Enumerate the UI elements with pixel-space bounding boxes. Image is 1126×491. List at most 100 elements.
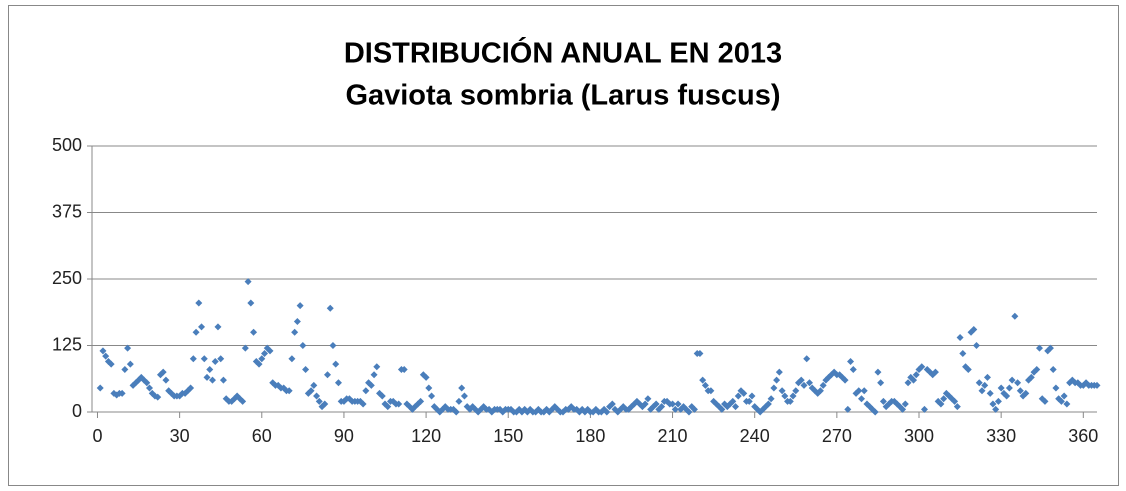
data-point [904,379,912,387]
data-point [644,395,652,403]
data-point [126,360,134,368]
data-point [781,392,789,400]
data-point [384,403,392,411]
data-point [458,384,466,392]
data-point [1063,400,1071,408]
data-point [1008,376,1016,384]
data-point [899,405,907,413]
data-point [789,392,797,400]
data-point [96,384,104,392]
data-point [953,403,961,411]
data-point [879,397,887,405]
data-point [819,381,827,389]
data-point [425,384,433,392]
data-point [707,387,715,395]
x-tick-label: 210 [658,426,688,446]
data-point [964,365,972,373]
data-point [652,400,660,408]
data-point [920,405,928,413]
data-point [244,278,252,286]
data-point [1049,365,1057,373]
data-point [805,379,813,387]
x-tick-label: 120 [411,426,441,446]
data-point [847,357,855,365]
x-tick-label: 0 [92,426,102,446]
x-tick-label: 300 [904,426,934,446]
y-tick-label: 0 [72,401,82,421]
chart-subtitle: Gaviota sombria (Larus fuscus) [345,80,780,112]
data-point [841,376,849,384]
data-point [307,387,315,395]
data-point [219,376,227,384]
data-point [797,376,805,384]
data-point [1093,381,1101,389]
data-point [910,376,918,384]
data-point [266,347,274,355]
data-point [931,368,939,376]
data-point [217,355,225,363]
data-point [455,397,463,405]
data-point [107,360,115,368]
data-point [803,355,811,363]
data-point [422,373,430,381]
data-point [159,368,167,376]
data-point [701,381,709,389]
data-point [658,403,666,411]
data-point [241,344,249,352]
data-point [608,400,616,408]
data-point [696,349,704,357]
data-point [740,389,748,397]
data-point [1057,397,1065,405]
data-point [334,379,342,387]
data-point [261,349,269,357]
data-point [146,384,154,392]
x-tick-label: 150 [493,426,523,446]
data-point [154,393,162,401]
data-point [986,389,994,397]
data-point [699,376,707,384]
data-point [192,328,200,336]
data-point [195,299,203,307]
x-tick-label: 360 [1068,426,1098,446]
data-point [978,387,986,395]
data-point [734,392,742,400]
data-point [1005,384,1013,392]
data-point [214,323,222,331]
x-tick-label: 90 [334,426,354,446]
data-point [775,368,783,376]
data-point [956,334,964,342]
data-point [745,397,753,405]
data-point [732,403,740,411]
y-tick-label: 250 [52,268,82,288]
data-point [326,304,334,312]
data-point [208,376,216,384]
data-point [1016,387,1024,395]
data-point [871,408,879,416]
data-point [143,379,151,387]
data-point [975,379,983,387]
data-point [1014,379,1022,387]
data-point [989,400,997,408]
data-point [211,357,219,365]
data-point [764,400,772,408]
data-point [1022,389,1030,397]
data-point [603,408,611,416]
data-point [1027,373,1035,381]
data-point [800,381,808,389]
data-point [912,371,920,379]
x-tick-label: 30 [170,426,190,446]
data-point [162,376,170,384]
data-point [981,381,989,389]
data-point [373,363,381,371]
data-point [994,397,1002,405]
data-point [299,342,307,349]
data-point [1046,344,1054,352]
data-point [200,355,208,363]
data-point [874,368,882,376]
data-point [1003,392,1011,400]
data-point [792,387,800,395]
data-point [198,323,206,331]
data-point [452,408,460,416]
data-point [1033,365,1041,373]
data-point [951,397,959,405]
